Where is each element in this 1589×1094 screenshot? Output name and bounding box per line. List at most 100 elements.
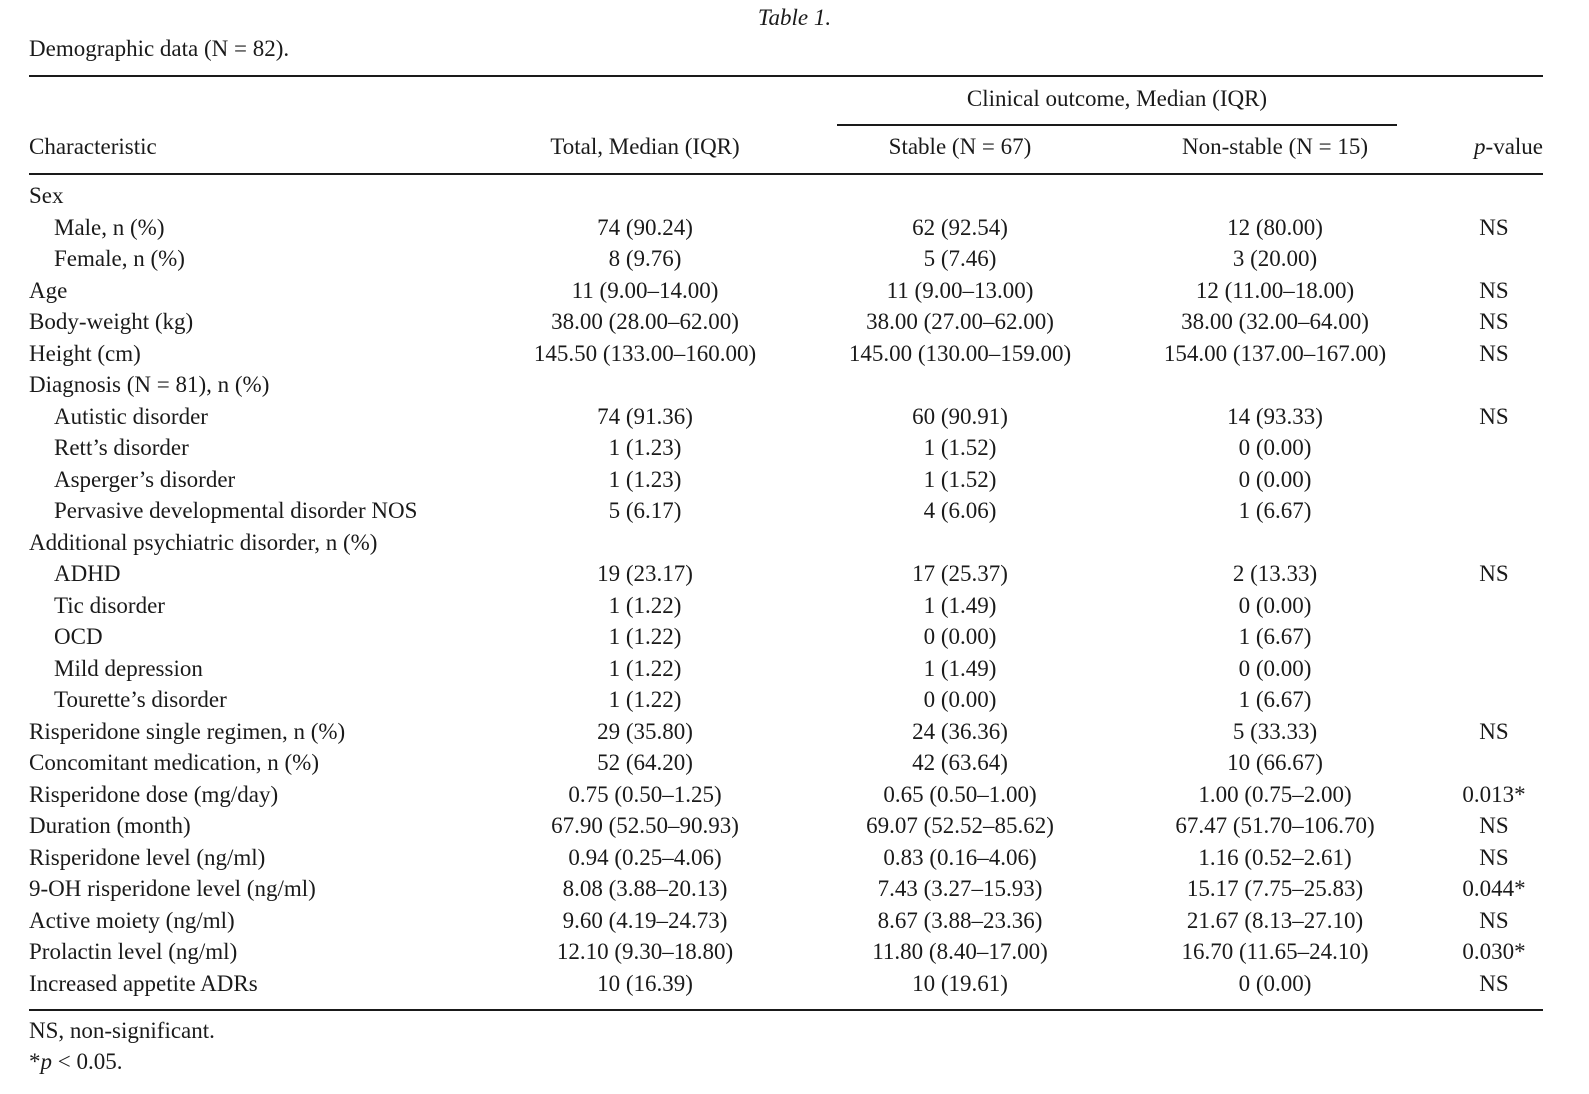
table-row: Autistic disorder 74 (91.36) 60 (90.91) 14 … [0, 401, 1589, 433]
cell-total: 9.60 (4.19–24.73) [562, 907, 728, 933]
cell-stable: 0.65 (0.50–1.00) [883, 781, 1037, 807]
cell-nonstable: 0 (0.00) [1238, 970, 1312, 996]
cell-stable: 38.00 (27.00–62.00) [866, 309, 1054, 334]
footnote-p: p [40, 1049, 53, 1074]
table-title: Table 1. [757, 5, 832, 30]
table-row: Age 11 (9.00–14.00) 11 (9.00–13.00) 12 (11.… [0, 275, 1589, 307]
table-row: Male, n (%) 74 (90.24) 62 (92.54) 12 (80.00… [0, 212, 1589, 244]
cell-nonstable: 21.67 (8.13–27.10) [1186, 907, 1364, 933]
cell-pvalue: NS [1479, 277, 1509, 303]
cell-nonstable: 0 (0.00) [1238, 435, 1312, 460]
table-row: Height (cm) 145.50 (133.00–160.00) 145.00 … [0, 338, 1589, 370]
cell-pvalue: 0.013* [1462, 781, 1526, 807]
cell-total: 12.10 (9.30–18.80) [556, 939, 734, 964]
table-row: Tourette’s disorder 1 (1.22) 0 (0.00) 1 (6.… [0, 684, 1589, 716]
cell-pvalue: NS [1479, 844, 1509, 870]
cell-total: 52 (64.20) [597, 750, 693, 775]
cell-nonstable: 1.16 (0.52–2.61) [1198, 844, 1352, 870]
footnote-threshold: < 0.05. [52, 1049, 123, 1074]
cell-stable: 145.00 (130.00–159.00) [848, 340, 1072, 366]
cell-pvalue: NS [1479, 718, 1509, 744]
cell-nonstable: 12 (80.00) [1227, 214, 1323, 240]
top-rule [29, 75, 1543, 77]
row-characteristic: Diagnosis (N = 81), n (%) [29, 372, 270, 397]
row-characteristic: Prolactin level (ng/ml) [29, 939, 238, 964]
table-row: Risperidone single regimen, n (%) 29 (35.… [0, 716, 1589, 748]
cell-nonstable: 38.00 (32.00–64.00) [1181, 309, 1369, 334]
cell-pvalue: NS [1479, 214, 1509, 240]
cell-total: 8 (9.76) [608, 246, 682, 271]
table-row: Asperger’s disorder 1 (1.23) 1 (1.52) 0 (0.… [0, 464, 1589, 496]
column-header-total: Total, Median (IQR) [550, 134, 740, 159]
cell-pvalue: NS [1479, 561, 1509, 586]
table-row: Rett’s disorder 1 (1.23) 1 (1.52) 0 (0.00) [0, 432, 1589, 464]
table-row: 9-OH risperidone level (ng/ml) 8.08 (3.88… [0, 873, 1589, 905]
table-row: Active moiety (ng/ml) 9.60 (4.19–24.73) 8.… [0, 905, 1589, 937]
group-header-rule [837, 124, 1397, 126]
cell-stable: 1 (1.49) [923, 592, 997, 618]
row-characteristic: Tourette’s disorder [54, 687, 227, 712]
cell-total: 1 (1.22) [608, 655, 682, 681]
cell-total: 67.90 (52.50–90.93) [551, 813, 739, 838]
row-characteristic: Sex [29, 183, 64, 208]
cell-total: 1 (1.23) [608, 435, 682, 460]
cell-nonstable: 0 (0.00) [1238, 655, 1312, 681]
cell-nonstable: 14 (93.33) [1227, 403, 1323, 429]
row-characteristic: Active moiety (ng/ml) [29, 907, 235, 933]
cell-total: 5 (6.17) [608, 498, 682, 523]
cell-stable: 1 (1.49) [923, 655, 997, 681]
table-row: Sex [0, 180, 1589, 212]
cell-nonstable: 0 (0.00) [1238, 592, 1312, 618]
cell-stable: 11.80 (8.40–17.00) [872, 939, 1048, 964]
table-row: Pervasive developmental disorder NOS 5 (6… [0, 495, 1589, 527]
row-characteristic: Male, n (%) [54, 214, 165, 240]
cell-total: 1 (1.23) [608, 466, 682, 492]
cell-stable: 1 (1.52) [923, 466, 997, 492]
table-row: Body-weight (kg) 38.00 (28.00–62.00) 38.00… [0, 306, 1589, 338]
table-row: Concomitant medication, n (%) 52 (64.20) 4… [0, 747, 1589, 779]
row-characteristic: 9-OH risperidone level (ng/ml) [29, 876, 316, 901]
cell-total: 29 (35.80) [597, 718, 693, 744]
cell-nonstable: 0 (0.00) [1238, 466, 1312, 492]
row-characteristic: Concomitant medication, n (%) [29, 750, 319, 775]
cell-total: 1 (1.22) [608, 687, 682, 712]
footnote-ns: NS, non-significant. [29, 1018, 215, 1043]
pvalue-rest: -value [1485, 134, 1543, 159]
cell-nonstable: 1.00 (0.75–2.00) [1198, 781, 1352, 807]
column-header-nonstable: Non-stable (N = 15) [1181, 134, 1369, 159]
cell-stable: 4 (6.06) [923, 498, 997, 523]
row-characteristic: Risperidone dose (mg/day) [29, 781, 279, 807]
cell-pvalue: NS [1479, 970, 1509, 996]
cell-nonstable: 1 (6.67) [1238, 498, 1312, 523]
cell-pvalue: NS [1479, 340, 1509, 366]
cell-nonstable: 1 (6.67) [1238, 687, 1312, 712]
cell-total: 1 (1.22) [608, 592, 682, 618]
row-characteristic: Additional psychiatric disorder, n (%) [29, 529, 378, 555]
cell-stable: 5 (7.46) [923, 246, 997, 271]
column-header-pvalue: p-value [1445, 133, 1543, 161]
cell-total: 0.75 (0.50–1.25) [568, 781, 722, 807]
cell-stable: 42 (63.64) [912, 750, 1008, 775]
cell-total: 74 (91.36) [597, 403, 693, 429]
header-rule [29, 173, 1543, 175]
row-characteristic: Rett’s disorder [54, 435, 189, 460]
cell-nonstable: 12 (11.00–18.00) [1195, 277, 1355, 303]
table-row: Mild depression 1 (1.22) 1 (1.49) 0 (0.00) [0, 653, 1589, 685]
row-characteristic: Female, n (%) [54, 246, 185, 271]
cell-stable: 8.67 (3.88–23.36) [877, 907, 1043, 933]
table-row: Diagnosis (N = 81), n (%) [0, 369, 1589, 401]
table-row: Risperidone level (ng/ml) 0.94 (0.25–4.06… [0, 842, 1589, 874]
footnote-star: * [29, 1049, 41, 1074]
column-header-stable: Stable (N = 67) [888, 134, 1032, 159]
row-characteristic: Autistic disorder [54, 403, 208, 429]
cell-pvalue: NS [1479, 309, 1509, 334]
cell-nonstable: 5 (33.33) [1232, 718, 1318, 744]
cell-nonstable: 10 (66.67) [1227, 750, 1323, 775]
table-row: Tic disorder 1 (1.22) 1 (1.49) 0 (0.00) [0, 590, 1589, 622]
cell-nonstable: 67.47 (51.70–106.70) [1175, 813, 1375, 838]
cell-nonstable: 1 (6.67) [1238, 624, 1312, 649]
table-row: Risperidone dose (mg/day) 0.75 (0.50–1.25… [0, 779, 1589, 811]
cell-total: 145.50 (133.00–160.00) [533, 340, 757, 366]
cell-nonstable: 15.17 (7.75–25.83) [1186, 876, 1364, 901]
cell-stable: 7.43 (3.27–15.93) [877, 876, 1043, 901]
